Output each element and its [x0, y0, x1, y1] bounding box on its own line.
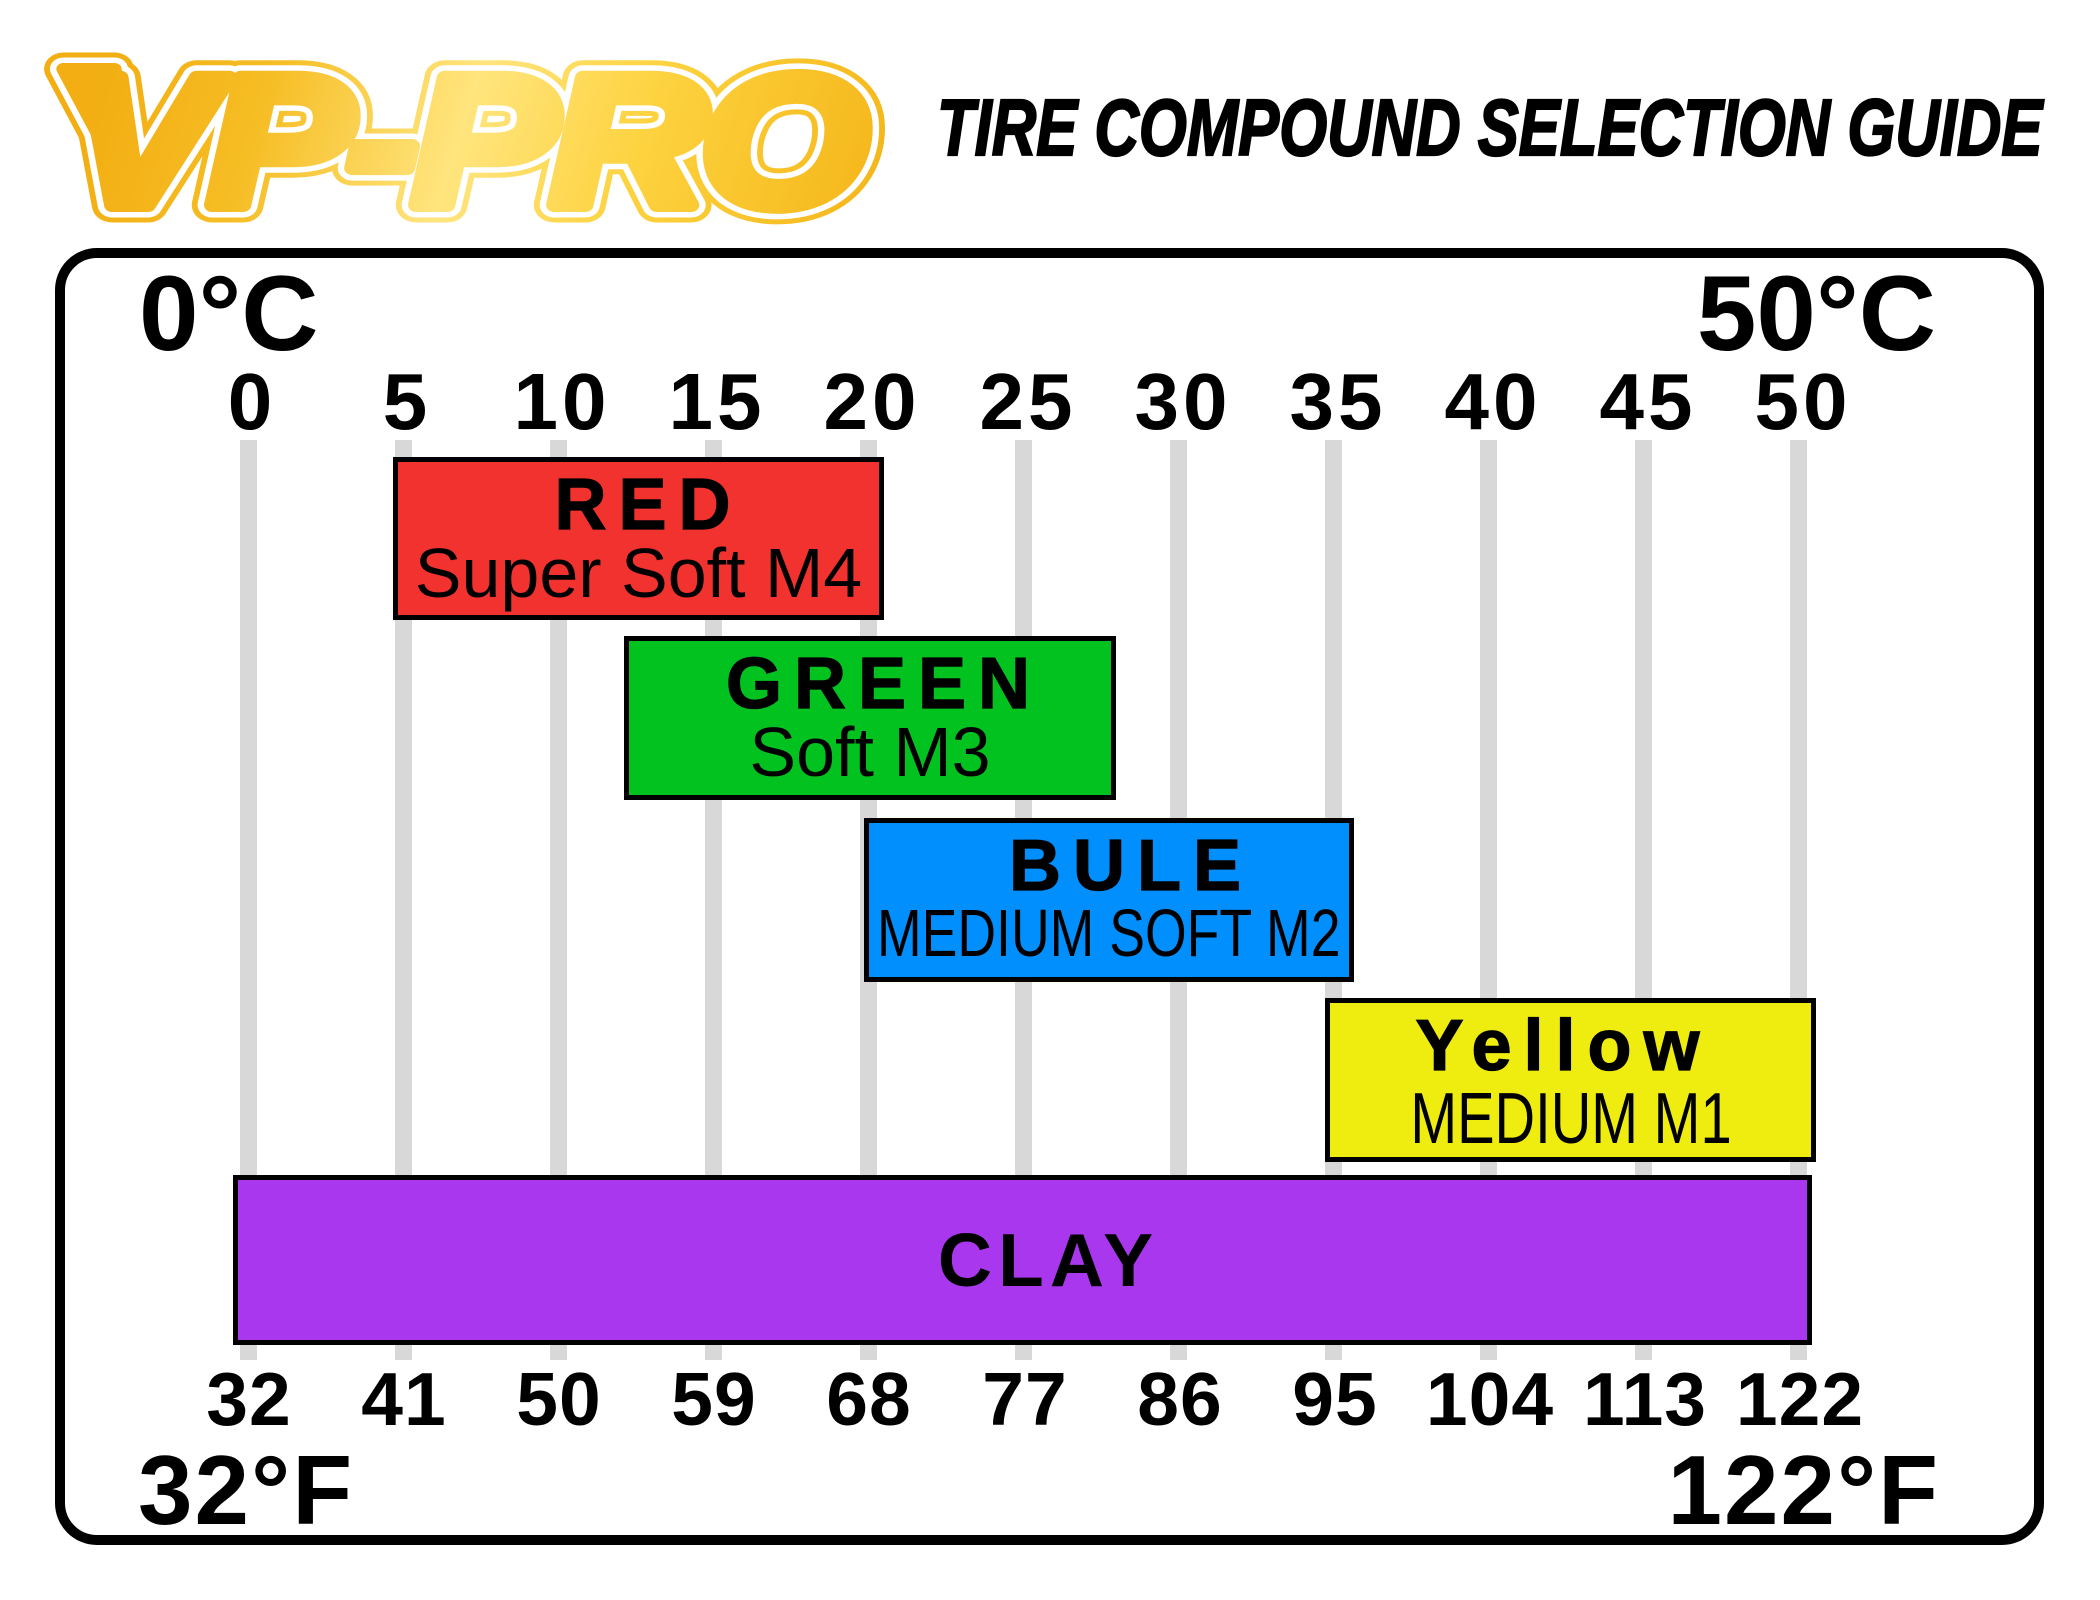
svg-text:VP-PRO: VP-PRO	[70, 40, 864, 240]
svg-text:VP-PRO: VP-PRO	[70, 40, 864, 240]
svg-text:VP-PRO: VP-PRO	[70, 40, 864, 240]
